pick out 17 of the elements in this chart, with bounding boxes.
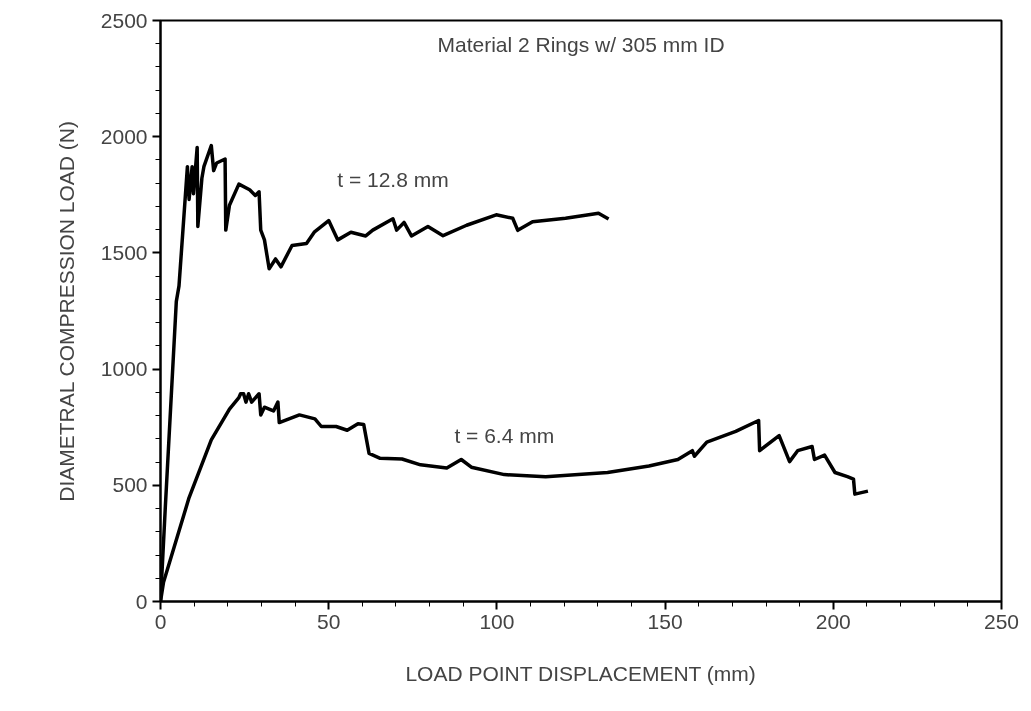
y-tick-label: 2000 xyxy=(100,124,148,148)
x-tick-label: 200 xyxy=(815,609,851,633)
x-tick-label: 0 xyxy=(154,609,167,633)
y-tick-label: 1500 xyxy=(100,240,148,264)
x-tick-label: 250 xyxy=(983,609,1020,633)
annotation: t = 12.8 mm xyxy=(337,167,449,191)
y-axis-title: DIAMETRAL COMPRESSION LOAD (N) xyxy=(54,120,78,502)
y-tick-label: 500 xyxy=(112,473,148,497)
annotation: t = 6.4 mm xyxy=(454,423,555,447)
x-tick-label: 50 xyxy=(317,609,341,633)
x-tick-label: 100 xyxy=(479,609,515,633)
y-tick-label: 2500 xyxy=(100,8,148,32)
y-tick-label: 1000 xyxy=(100,357,148,381)
y-tick-label: 0 xyxy=(135,589,148,613)
text: Material 2 Rings w/ 305 mm ID xyxy=(437,32,725,56)
x-tick-label: 150 xyxy=(647,609,683,633)
x-axis-title: LOAD POINT DISPLACEMENT (mm) xyxy=(405,661,756,685)
